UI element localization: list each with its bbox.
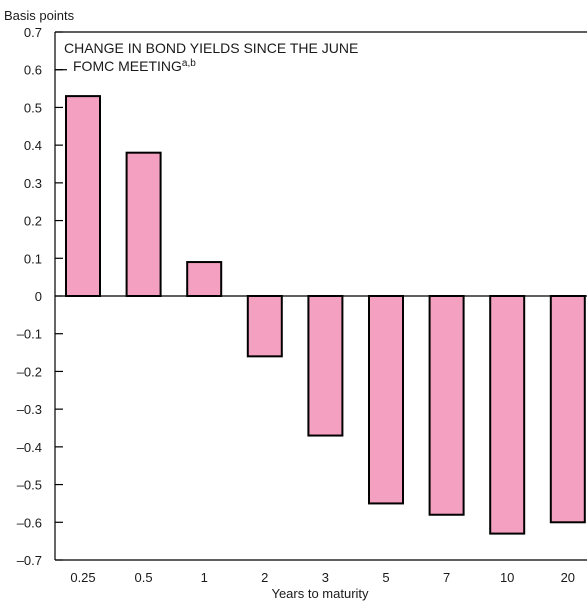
y-tick-label: –0.3: [17, 402, 42, 417]
chart-title-line1: CHANGE IN BOND YIELDS SINCE THE JUNE: [64, 40, 358, 56]
y-tick-label: 0.7: [24, 25, 42, 40]
y-tick-label: 0.4: [24, 138, 42, 153]
x-tick-label: 20: [561, 570, 575, 585]
x-tick-label: 0.25: [70, 570, 95, 585]
x-tick-label: 2: [261, 570, 268, 585]
x-tick-label: 0.5: [135, 570, 153, 585]
y-tick-label: 0.6: [24, 63, 42, 78]
y-tick-label: 0.3: [24, 176, 42, 191]
y-axis-label: Basis points: [4, 8, 75, 23]
bar-5: [368, 295, 404, 505]
bar-0.5: [125, 151, 162, 297]
bar-2: [246, 295, 283, 358]
y-tick-label: 0.2: [24, 214, 42, 229]
bar-1: [186, 261, 223, 297]
bar-20: [549, 295, 586, 524]
y-tick-label: –0.1: [17, 327, 42, 342]
y-tick-label: –0.5: [17, 478, 42, 493]
bar-10: [489, 295, 526, 535]
chart-title-main: FOMC MEETING: [73, 58, 182, 74]
y-tick-label: 0.1: [24, 251, 42, 266]
x-tick-label: 1: [201, 570, 208, 585]
y-tick-label: –0.4: [17, 440, 42, 455]
bar-7: [428, 295, 465, 516]
y-tick-label: –0.7: [17, 553, 42, 568]
x-tick-label: 10: [500, 570, 514, 585]
y-tick-label: 0.5: [24, 100, 42, 115]
chart-title-line2: FOMC MEETINGa,b: [73, 58, 196, 74]
bar-3: [307, 295, 344, 437]
bar-0.25: [65, 95, 101, 297]
x-tick-label: 7: [443, 570, 450, 585]
x-tick-label: 3: [322, 570, 329, 585]
y-tick-label: –0.6: [17, 515, 42, 530]
chart-title-superscript: a,b: [182, 58, 196, 69]
y-tick-label: 0: [35, 289, 42, 304]
x-axis-label: Years to maturity: [271, 586, 369, 601]
y-tick-label: –0.2: [17, 364, 42, 379]
x-tick-label: 5: [382, 570, 389, 585]
